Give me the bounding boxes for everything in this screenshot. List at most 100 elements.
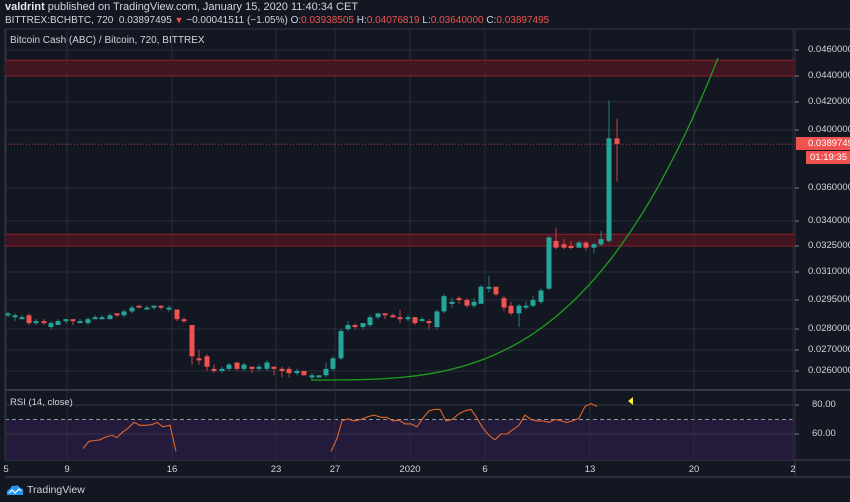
time-axis-label: 23: [270, 464, 282, 475]
candle-body: [464, 300, 470, 306]
candle-body: [26, 315, 32, 324]
candle-body: [508, 305, 514, 314]
time-axis-label: 6: [482, 464, 488, 475]
candle-body: [129, 307, 135, 312]
candle-body: [486, 286, 492, 289]
candle-body: [606, 138, 612, 241]
parabolic-trendline: [311, 57, 719, 381]
candle-body: [598, 239, 604, 245]
candle-body: [294, 371, 300, 374]
rsi-axis-label: 60.00: [812, 428, 836, 439]
price-axis-label: 0.02700000: [808, 344, 850, 355]
candle-body: [375, 313, 381, 318]
high-value: 0.04076819: [366, 15, 420, 26]
candle-body: [591, 244, 597, 248]
candle-body: [367, 317, 373, 326]
price-axis-label: 0.03100000: [808, 266, 850, 277]
price-axis-label: 0.03600000: [808, 182, 850, 193]
rsi-band: [5, 419, 795, 460]
candle-body: [530, 300, 536, 306]
candle-body: [493, 286, 499, 295]
candle-body: [576, 242, 582, 248]
rsi-title: RSI (14, close): [10, 397, 73, 408]
price-axis-label: 0.03400000: [808, 215, 850, 226]
candle-body: [516, 305, 522, 314]
candle-body: [55, 321, 61, 326]
candle-body: [211, 368, 217, 371]
countdown-tag: 01:19:35: [806, 151, 850, 164]
close-value: 0.03897495: [496, 15, 550, 26]
candle-body: [196, 358, 202, 361]
candle-body: [478, 286, 484, 304]
candle-body: [390, 315, 396, 318]
time-axis-label: 9: [64, 464, 70, 475]
time-axis-label: 27: [329, 464, 341, 475]
candle-body: [204, 356, 210, 367]
candle-body: [561, 244, 567, 248]
resistance-zone: [5, 60, 795, 76]
time-axis-label: 2: [790, 464, 796, 475]
time-axis-label: 20: [688, 464, 700, 475]
candle-body: [501, 298, 507, 308]
pane-title: Bitcoin Cash (ABC) / Bitcoin, 720, BITTR…: [10, 35, 205, 46]
candle-body: [166, 307, 172, 310]
high-label: H:: [356, 15, 367, 26]
candle-body: [33, 321, 39, 324]
time-axis-label: 5: [3, 464, 9, 475]
publish-text: published on TradingView.com, January 15…: [47, 1, 359, 13]
candle-body: [249, 366, 255, 369]
candle-body: [121, 311, 127, 316]
last-price: 0.03897495: [118, 15, 172, 26]
candle-body: [241, 364, 247, 369]
yellow-marker-icon: [628, 397, 633, 405]
candle-body: [85, 319, 91, 324]
candle-body: [412, 317, 418, 324]
candle-body: [5, 313, 11, 316]
candle-body: [181, 319, 187, 322]
open-label: O:: [290, 15, 302, 26]
tradingview-cloud-icon: [6, 484, 24, 495]
open-value: 0.03938505: [301, 15, 354, 26]
candle-body: [309, 375, 315, 378]
candle-body: [449, 301, 455, 304]
candle-body: [264, 362, 270, 369]
candle-body: [114, 313, 120, 316]
price-axis-label: 0.02950000: [808, 294, 850, 305]
logo-text: TradingView: [27, 484, 85, 496]
low-value: 0.03640000: [430, 15, 484, 26]
candle-body: [107, 315, 113, 320]
tradingview-logo[interactable]: TradingView: [6, 484, 85, 496]
candle-body: [77, 321, 83, 324]
candle-body: [426, 321, 432, 324]
price-axis-label: 0.02600000: [808, 365, 850, 376]
price-axis-label: 0.02800000: [808, 323, 850, 334]
candle-body: [301, 371, 307, 376]
candle-body: [434, 311, 440, 328]
candle-body: [323, 368, 329, 376]
time-axis-label: 16: [166, 464, 178, 475]
close-label: C:: [486, 15, 497, 26]
candle-body: [41, 321, 47, 324]
rsi-axis-label: 80.00: [812, 399, 836, 410]
candle-body: [338, 331, 344, 359]
price-axis-label: 0.04600000: [808, 44, 850, 55]
candle-body: [144, 307, 150, 310]
candle-body: [19, 317, 25, 320]
change-value: −0.00041511 (−1.05%): [186, 15, 288, 26]
candle-body: [219, 368, 225, 371]
candle-body: [330, 358, 336, 369]
resistance-zone: [5, 234, 795, 246]
author-name[interactable]: valdrint: [5, 1, 45, 13]
ohlc-legend: BITTREX:BCHBTC, 720 0.03897495 ▼ −0.0004…: [5, 15, 549, 26]
candle-body: [158, 305, 164, 308]
candle-body: [405, 317, 411, 320]
candle-body: [568, 246, 574, 248]
price-axis-label: 0.03250000: [808, 240, 850, 251]
time-axis-label: 13: [584, 464, 596, 475]
candle-body: [226, 364, 232, 369]
candle-body: [382, 313, 388, 316]
candle-body: [99, 317, 105, 320]
candle-body: [12, 315, 18, 318]
time-axis-label: 2020: [399, 464, 421, 475]
